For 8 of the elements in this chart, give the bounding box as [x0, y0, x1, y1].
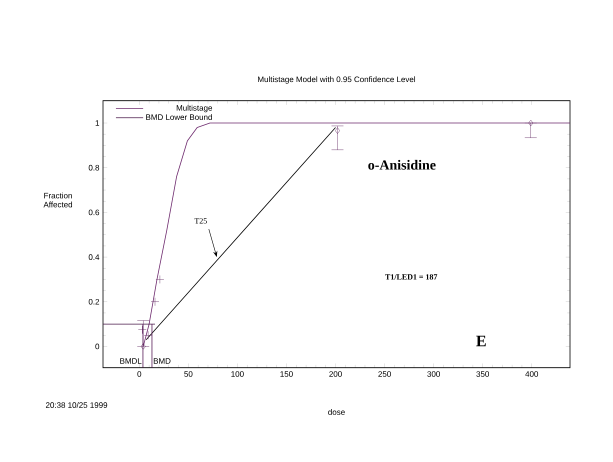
point — [138, 326, 146, 334]
point — [156, 275, 164, 284]
annotation: o-Anisidine — [368, 160, 436, 170]
point — [528, 120, 534, 126]
annotation: E — [476, 336, 486, 346]
point — [144, 331, 152, 340]
point — [150, 298, 160, 306]
point — [140, 343, 146, 350]
